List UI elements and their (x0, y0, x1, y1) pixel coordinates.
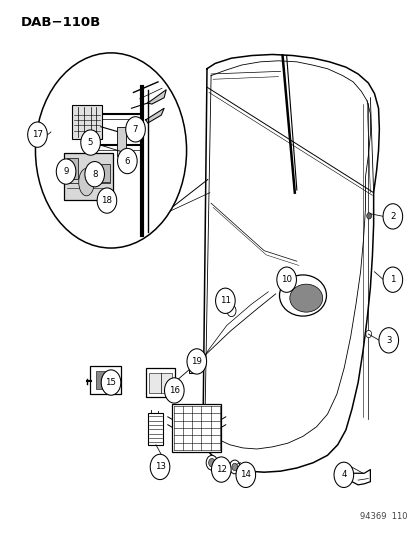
Polygon shape (147, 90, 166, 104)
Text: 16: 16 (169, 386, 179, 395)
Polygon shape (145, 108, 164, 123)
Bar (96, 371, 114, 390)
Circle shape (150, 454, 169, 480)
Circle shape (333, 462, 353, 488)
Text: 18: 18 (101, 196, 112, 205)
Circle shape (28, 122, 47, 147)
Bar (149, 373, 171, 393)
Text: 7: 7 (133, 125, 138, 134)
Text: 1: 1 (389, 275, 395, 284)
Text: 14: 14 (240, 470, 251, 479)
Text: 13: 13 (154, 463, 165, 471)
Circle shape (229, 460, 240, 474)
Text: 17: 17 (32, 130, 43, 139)
Circle shape (226, 305, 235, 317)
FancyBboxPatch shape (145, 368, 175, 397)
Text: 19: 19 (191, 357, 202, 366)
FancyBboxPatch shape (64, 152, 112, 200)
Text: 12: 12 (215, 465, 226, 474)
Text: 3: 3 (385, 336, 391, 345)
Text: 10: 10 (280, 275, 292, 284)
Text: 15: 15 (105, 378, 116, 387)
Text: DAB−110B: DAB−110B (21, 16, 101, 29)
Text: 6: 6 (124, 157, 130, 166)
Circle shape (97, 188, 116, 213)
Circle shape (235, 462, 255, 488)
Circle shape (215, 288, 235, 313)
Circle shape (85, 161, 104, 187)
Circle shape (382, 267, 402, 292)
Circle shape (382, 204, 402, 229)
Bar (100, 164, 109, 182)
Bar (172, 403, 221, 452)
Text: 4: 4 (340, 470, 346, 479)
Circle shape (276, 267, 296, 292)
Circle shape (164, 378, 184, 403)
Circle shape (126, 117, 145, 142)
Circle shape (208, 458, 215, 467)
Circle shape (365, 330, 371, 338)
Ellipse shape (289, 284, 322, 312)
Circle shape (366, 213, 371, 219)
Text: 94369  110: 94369 110 (359, 512, 406, 521)
Circle shape (211, 457, 230, 482)
Text: 5: 5 (88, 138, 93, 147)
Text: 2: 2 (389, 212, 395, 221)
Circle shape (187, 349, 206, 374)
Circle shape (378, 328, 398, 353)
FancyBboxPatch shape (71, 105, 102, 139)
FancyBboxPatch shape (117, 127, 126, 156)
Circle shape (117, 148, 137, 174)
Text: 8: 8 (92, 169, 97, 179)
Text: 9: 9 (63, 167, 69, 176)
Circle shape (36, 53, 186, 248)
FancyBboxPatch shape (90, 366, 121, 394)
Bar (188, 365, 197, 373)
Circle shape (81, 130, 100, 155)
Text: 11: 11 (219, 296, 230, 305)
Circle shape (280, 280, 287, 288)
Circle shape (101, 370, 121, 395)
Circle shape (56, 159, 76, 184)
Bar (67, 158, 77, 179)
Ellipse shape (279, 275, 326, 316)
Ellipse shape (78, 168, 94, 196)
Circle shape (231, 463, 237, 471)
Bar (147, 413, 163, 445)
Circle shape (206, 455, 217, 470)
